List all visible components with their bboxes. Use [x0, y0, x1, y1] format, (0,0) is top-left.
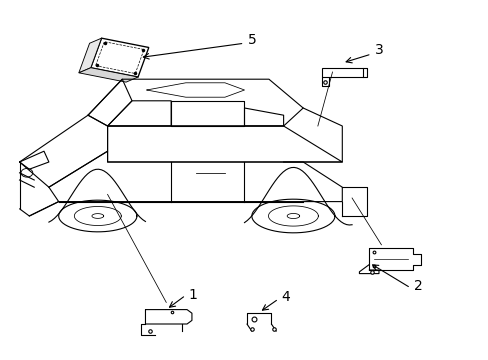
FancyBboxPatch shape	[91, 38, 148, 77]
FancyBboxPatch shape	[321, 68, 362, 77]
Text: 4: 4	[281, 290, 290, 304]
Polygon shape	[79, 68, 138, 82]
Polygon shape	[79, 38, 102, 73]
Text: 5: 5	[247, 33, 256, 47]
Text: 3: 3	[374, 44, 383, 57]
Text: 1: 1	[188, 288, 197, 302]
Text: 2: 2	[413, 279, 422, 293]
